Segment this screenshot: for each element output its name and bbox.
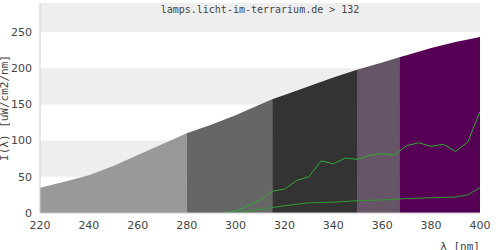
svg-text:I(λ) [uW/cm2/nm]: I(λ) [uW/cm2/nm]	[8, 55, 11, 161]
svg-text:0: 0	[25, 207, 32, 220]
svg-text:260: 260	[127, 219, 148, 232]
svg-text:250: 250	[11, 26, 32, 39]
svg-text:150: 150	[11, 98, 32, 111]
svg-text:220: 220	[30, 219, 51, 232]
html-text:lamps.licht-im-terrarium.de >: lamps.licht-im-terrarium.de > 132	[160, 4, 360, 15]
svg-text:360: 360	[372, 219, 393, 232]
svg-text:100: 100	[11, 134, 32, 147]
svg-text:320: 320	[274, 219, 295, 232]
svg-text:340: 340	[323, 219, 344, 232]
svg-text:λ [nm]: λ [nm]	[440, 240, 480, 250]
svg-text:280: 280	[176, 219, 197, 232]
svg-text:400: 400	[470, 219, 491, 232]
svg-text:200: 200	[11, 62, 32, 75]
svg-text:380: 380	[421, 219, 442, 232]
svg-text:240: 240	[78, 219, 99, 232]
svg-text:50: 50	[18, 171, 32, 184]
svg-text:300: 300	[225, 219, 246, 232]
